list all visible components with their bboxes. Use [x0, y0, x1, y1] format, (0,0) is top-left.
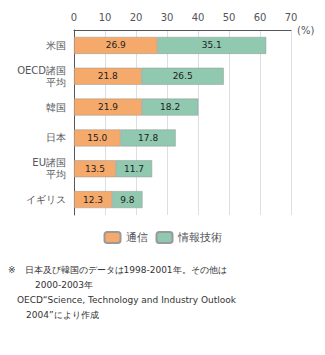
svg-text:21.9: 21.9	[98, 102, 118, 112]
svg-text:※ 日本及び韓国のデータは1998-2001年。その他は: ※ 日本及び韓国のデータは1998-2001年。その他は	[8, 265, 227, 275]
svg-text:OECD“Science, Technology and I: OECD“Science, Technology and Industry Ou…	[8, 295, 237, 305]
svg-text:35.1: 35.1	[202, 40, 222, 50]
svg-text:韓国: 韓国	[46, 102, 66, 113]
svg-text:通信: 通信	[126, 231, 148, 244]
svg-text:40: 40	[192, 12, 205, 23]
svg-text:米国: 米国	[46, 40, 66, 51]
svg-text:17.8: 17.8	[138, 133, 158, 143]
svg-text:26.9: 26.9	[106, 40, 126, 50]
svg-text:日本: 日本	[46, 132, 66, 143]
svg-text:平均: 平均	[46, 77, 66, 88]
svg-text:13.5: 13.5	[85, 164, 105, 174]
svg-text:10: 10	[99, 12, 112, 23]
svg-text:70: 70	[285, 12, 298, 23]
svg-text:情報技術: 情報技術	[177, 231, 222, 244]
svg-text:2004”により作成: 2004”により作成	[8, 310, 99, 320]
svg-text:12.3: 12.3	[83, 195, 103, 205]
svg-text:30: 30	[161, 12, 174, 23]
svg-text:EU諸国: EU諸国	[32, 157, 66, 168]
svg-text:0: 0	[71, 12, 77, 23]
svg-text:20: 20	[130, 12, 143, 23]
svg-text:11.7: 11.7	[124, 164, 144, 174]
svg-text:9.8: 9.8	[120, 195, 135, 205]
svg-text:15.0: 15.0	[87, 133, 107, 143]
svg-text:26.5: 26.5	[173, 71, 193, 81]
svg-text:OECD諸国: OECD諸国	[17, 65, 66, 76]
svg-text:平均: 平均	[46, 169, 66, 180]
svg-text:2000-2003年: 2000-2003年	[8, 280, 93, 290]
svg-text:50: 50	[223, 12, 236, 23]
svg-text:21.8: 21.8	[98, 71, 118, 81]
svg-text:イギリス: イギリス	[26, 194, 66, 205]
svg-text:60: 60	[254, 12, 267, 23]
svg-text:(%): (%)	[297, 25, 314, 36]
svg-text:18.2: 18.2	[160, 102, 180, 112]
